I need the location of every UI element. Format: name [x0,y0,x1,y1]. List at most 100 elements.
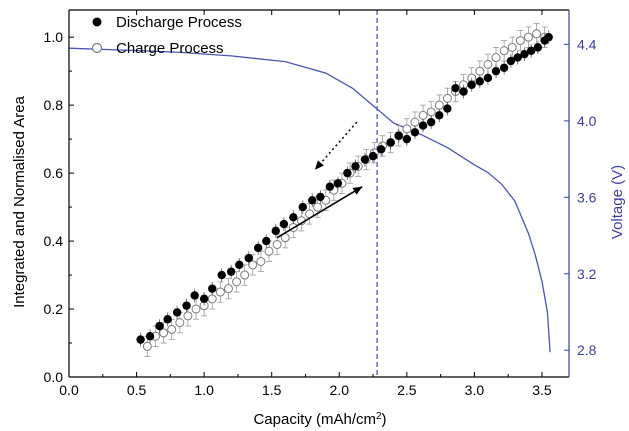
charge-point [256,256,266,266]
discharge-direction-arrow [276,186,363,239]
discharge-point [360,155,370,164]
y-tick-label: 0.6 [44,165,64,181]
charge-point [515,36,525,46]
discharge-point [351,162,360,171]
charge-point [142,341,152,351]
legend-label-charge: Charge Process [116,40,224,57]
y-axis-title: Integrated and Normalised Area [11,95,28,307]
discharge-point [190,291,199,300]
charge-point [183,311,193,321]
charge-point [167,324,177,334]
y-tick-label: 0.8 [44,97,64,113]
discharge-point [226,267,236,276]
discharge-point [155,321,164,331]
discharge-point [475,77,485,86]
discharge-point [145,332,155,341]
y2-tick-label: 2.8 [577,342,597,358]
discharge-point [163,315,172,324]
discharge-point [443,104,452,113]
discharge-point [418,121,428,130]
y-tick-label: 0.4 [44,233,64,249]
charge-point [418,110,428,120]
y2-tick-label: 4.0 [577,113,597,129]
charge-point [491,53,501,63]
charge-direction-arrow [314,121,358,171]
discharge-point [467,80,476,89]
discharge-point [325,182,335,191]
charge-point [442,93,452,103]
y-tick-label: 0.2 [44,301,64,317]
discharge-point [289,213,298,222]
charge-point [264,246,274,256]
y-tick-label: 0.0 [44,369,64,385]
charge-point [499,46,509,56]
discharge-point [533,43,543,52]
charge-point [215,287,225,297]
legend-marker-charge [91,42,103,54]
discharge-point [426,117,436,127]
charge-point [313,202,323,212]
x-tick-label: 1.5 [262,382,282,398]
charge-point [475,66,485,76]
charge-point [410,117,420,127]
discharge-point [333,179,343,188]
discharge-point [182,301,191,310]
x-tick-label: 0.5 [127,382,147,398]
discharge-point [368,151,378,161]
legend-marker-discharge [92,17,102,27]
discharge-point [491,66,501,76]
legend: Discharge Process Charge Process [91,14,242,57]
discharge-point [520,49,529,59]
y2-tick-label: 3.2 [577,266,597,282]
discharge-point [386,138,395,147]
discharge-point [271,226,280,236]
discharge-point [343,168,352,178]
discharge-point [526,46,536,55]
chart-marks [68,10,553,377]
charge-point [232,277,242,287]
charge-point [532,29,542,39]
discharge-point [483,73,493,83]
discharge-point [298,202,307,212]
charge-point [191,304,201,314]
discharge-point [244,253,253,263]
discharge-point [410,128,420,137]
x-tick-label: 2.0 [330,382,350,398]
charge-point [223,284,233,294]
discharge-point [253,243,263,253]
x-axis-title: Capacity (mAh/cm2) [253,411,386,429]
discharge-point [172,308,182,317]
x-tick-label: 0.0 [59,382,79,398]
discharge-point [279,219,289,229]
arrow-head [314,160,324,170]
x-tick-label: 3.5 [532,382,552,398]
x-tick-label: 2.5 [397,382,417,398]
plot-frame [68,9,570,378]
discharge-point [394,131,403,140]
charge-point [402,124,412,134]
charge-point [507,42,517,52]
charge-point [426,107,436,117]
voltage-curve [68,47,551,353]
charge-point [240,270,250,280]
discharge-point [459,87,468,96]
arrow-head [352,186,363,195]
discharge-point [136,335,145,344]
discharge-point [451,83,460,93]
charge-point [523,32,533,42]
discharge-point [376,145,386,154]
charge-point [272,239,282,249]
x-tick-label: 1.0 [194,382,214,398]
discharge-point [402,134,412,144]
y-tick-label: 1.0 [44,29,64,45]
y2-tick-label: 4.4 [577,36,597,52]
discharge-point [435,111,444,120]
discharge-point [262,236,271,246]
legend-label-discharge: Discharge Process [116,14,242,31]
charge-point [175,318,185,328]
y2-axis-title: Voltage (V) [609,165,626,239]
discharge-point [308,196,317,205]
discharge-point [544,32,553,42]
discharge-point [199,294,209,304]
